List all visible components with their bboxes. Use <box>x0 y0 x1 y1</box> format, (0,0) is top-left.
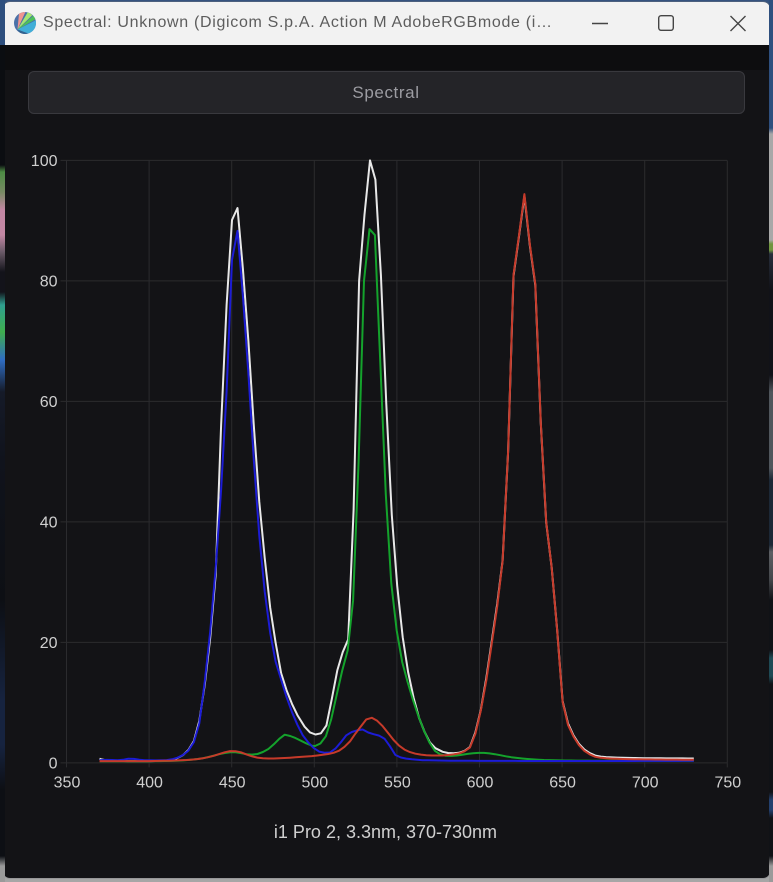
svg-text:60: 60 <box>39 394 57 411</box>
svg-text:600: 600 <box>466 774 493 791</box>
svg-text:400: 400 <box>136 774 163 791</box>
svg-text:0: 0 <box>48 755 57 772</box>
svg-text:100: 100 <box>30 153 57 170</box>
svg-text:i1 Pro 2, 3.3nm, 370-730nm: i1 Pro 2, 3.3nm, 370-730nm <box>273 822 496 842</box>
svg-text:80: 80 <box>39 273 57 290</box>
svg-text:20: 20 <box>39 635 57 652</box>
svg-text:750: 750 <box>714 774 741 791</box>
svg-text:40: 40 <box>39 514 57 531</box>
svg-text:350: 350 <box>53 774 80 791</box>
svg-text:700: 700 <box>631 774 658 791</box>
svg-text:650: 650 <box>549 774 576 791</box>
svg-text:500: 500 <box>301 774 328 791</box>
svg-text:550: 550 <box>384 774 411 791</box>
svg-text:450: 450 <box>218 774 245 791</box>
